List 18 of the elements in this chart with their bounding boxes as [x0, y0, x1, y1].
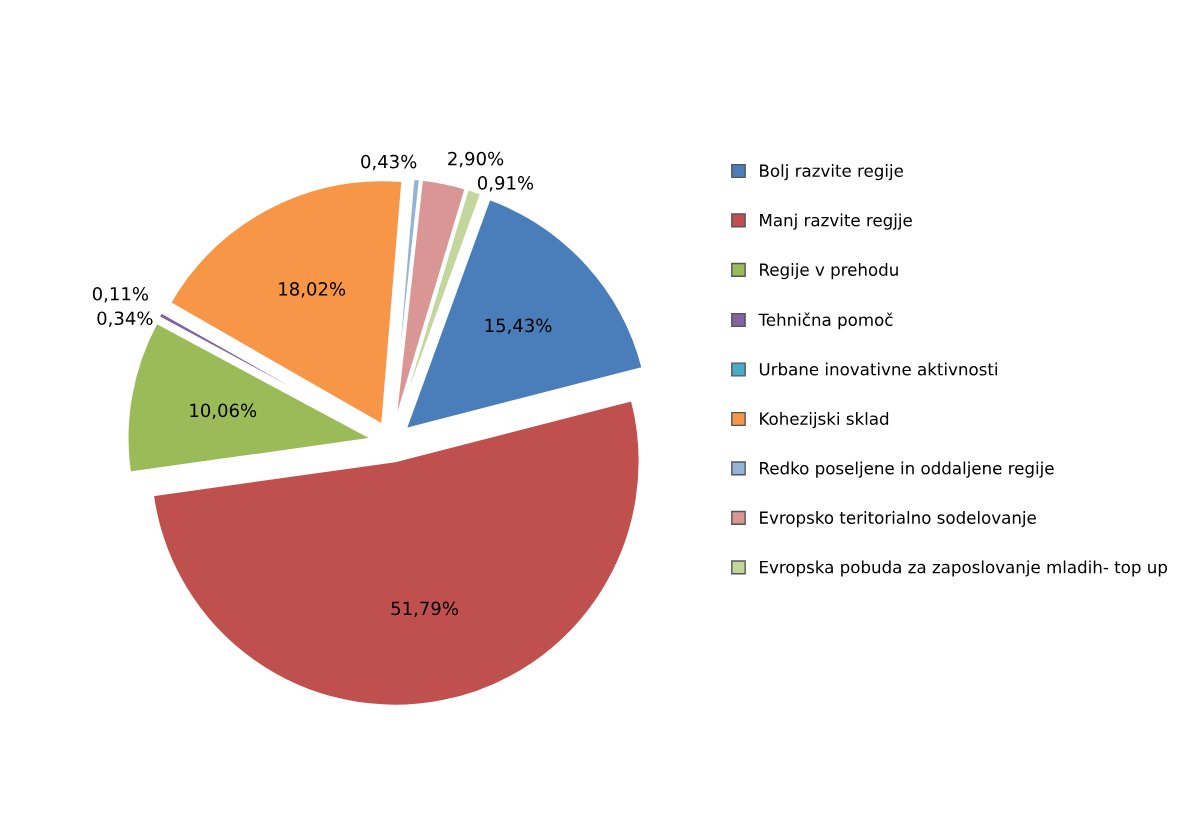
- data-label: 0,11%: [92, 286, 149, 303]
- legend-label: Evropska pobuda za zaposlovanje mladih- top up: [760, 560, 1168, 577]
- data-label: 0,34%: [97, 311, 153, 327]
- data-label: 0,91%: [477, 176, 534, 192]
- legend-label: Manj razvite regjje: [760, 213, 912, 230]
- legend-label: Regije v prehodu: [760, 263, 898, 280]
- legend-label: Urbane inovativne aktivnosti: [759, 362, 997, 376]
- data-label: 18,02%: [279, 282, 346, 298]
- data-label: 10,06%: [190, 403, 257, 420]
- legend-label: Evropsko teritorialno sodelovanje: [760, 511, 1036, 528]
- data-label: 15,43%: [485, 318, 552, 335]
- legend-label: Bolj razvite regije: [760, 164, 903, 181]
- legend-label: Kohezijski sklad: [760, 412, 889, 429]
- legend-label: Redko poseljene in oddaljene regije: [760, 461, 1054, 478]
- data-label: 51,79%: [391, 601, 458, 618]
- legend-label: Tehnična pomoč: [758, 312, 893, 330]
- data-label: 0,43%: [361, 154, 417, 171]
- data-label: 2,90%: [448, 151, 504, 168]
